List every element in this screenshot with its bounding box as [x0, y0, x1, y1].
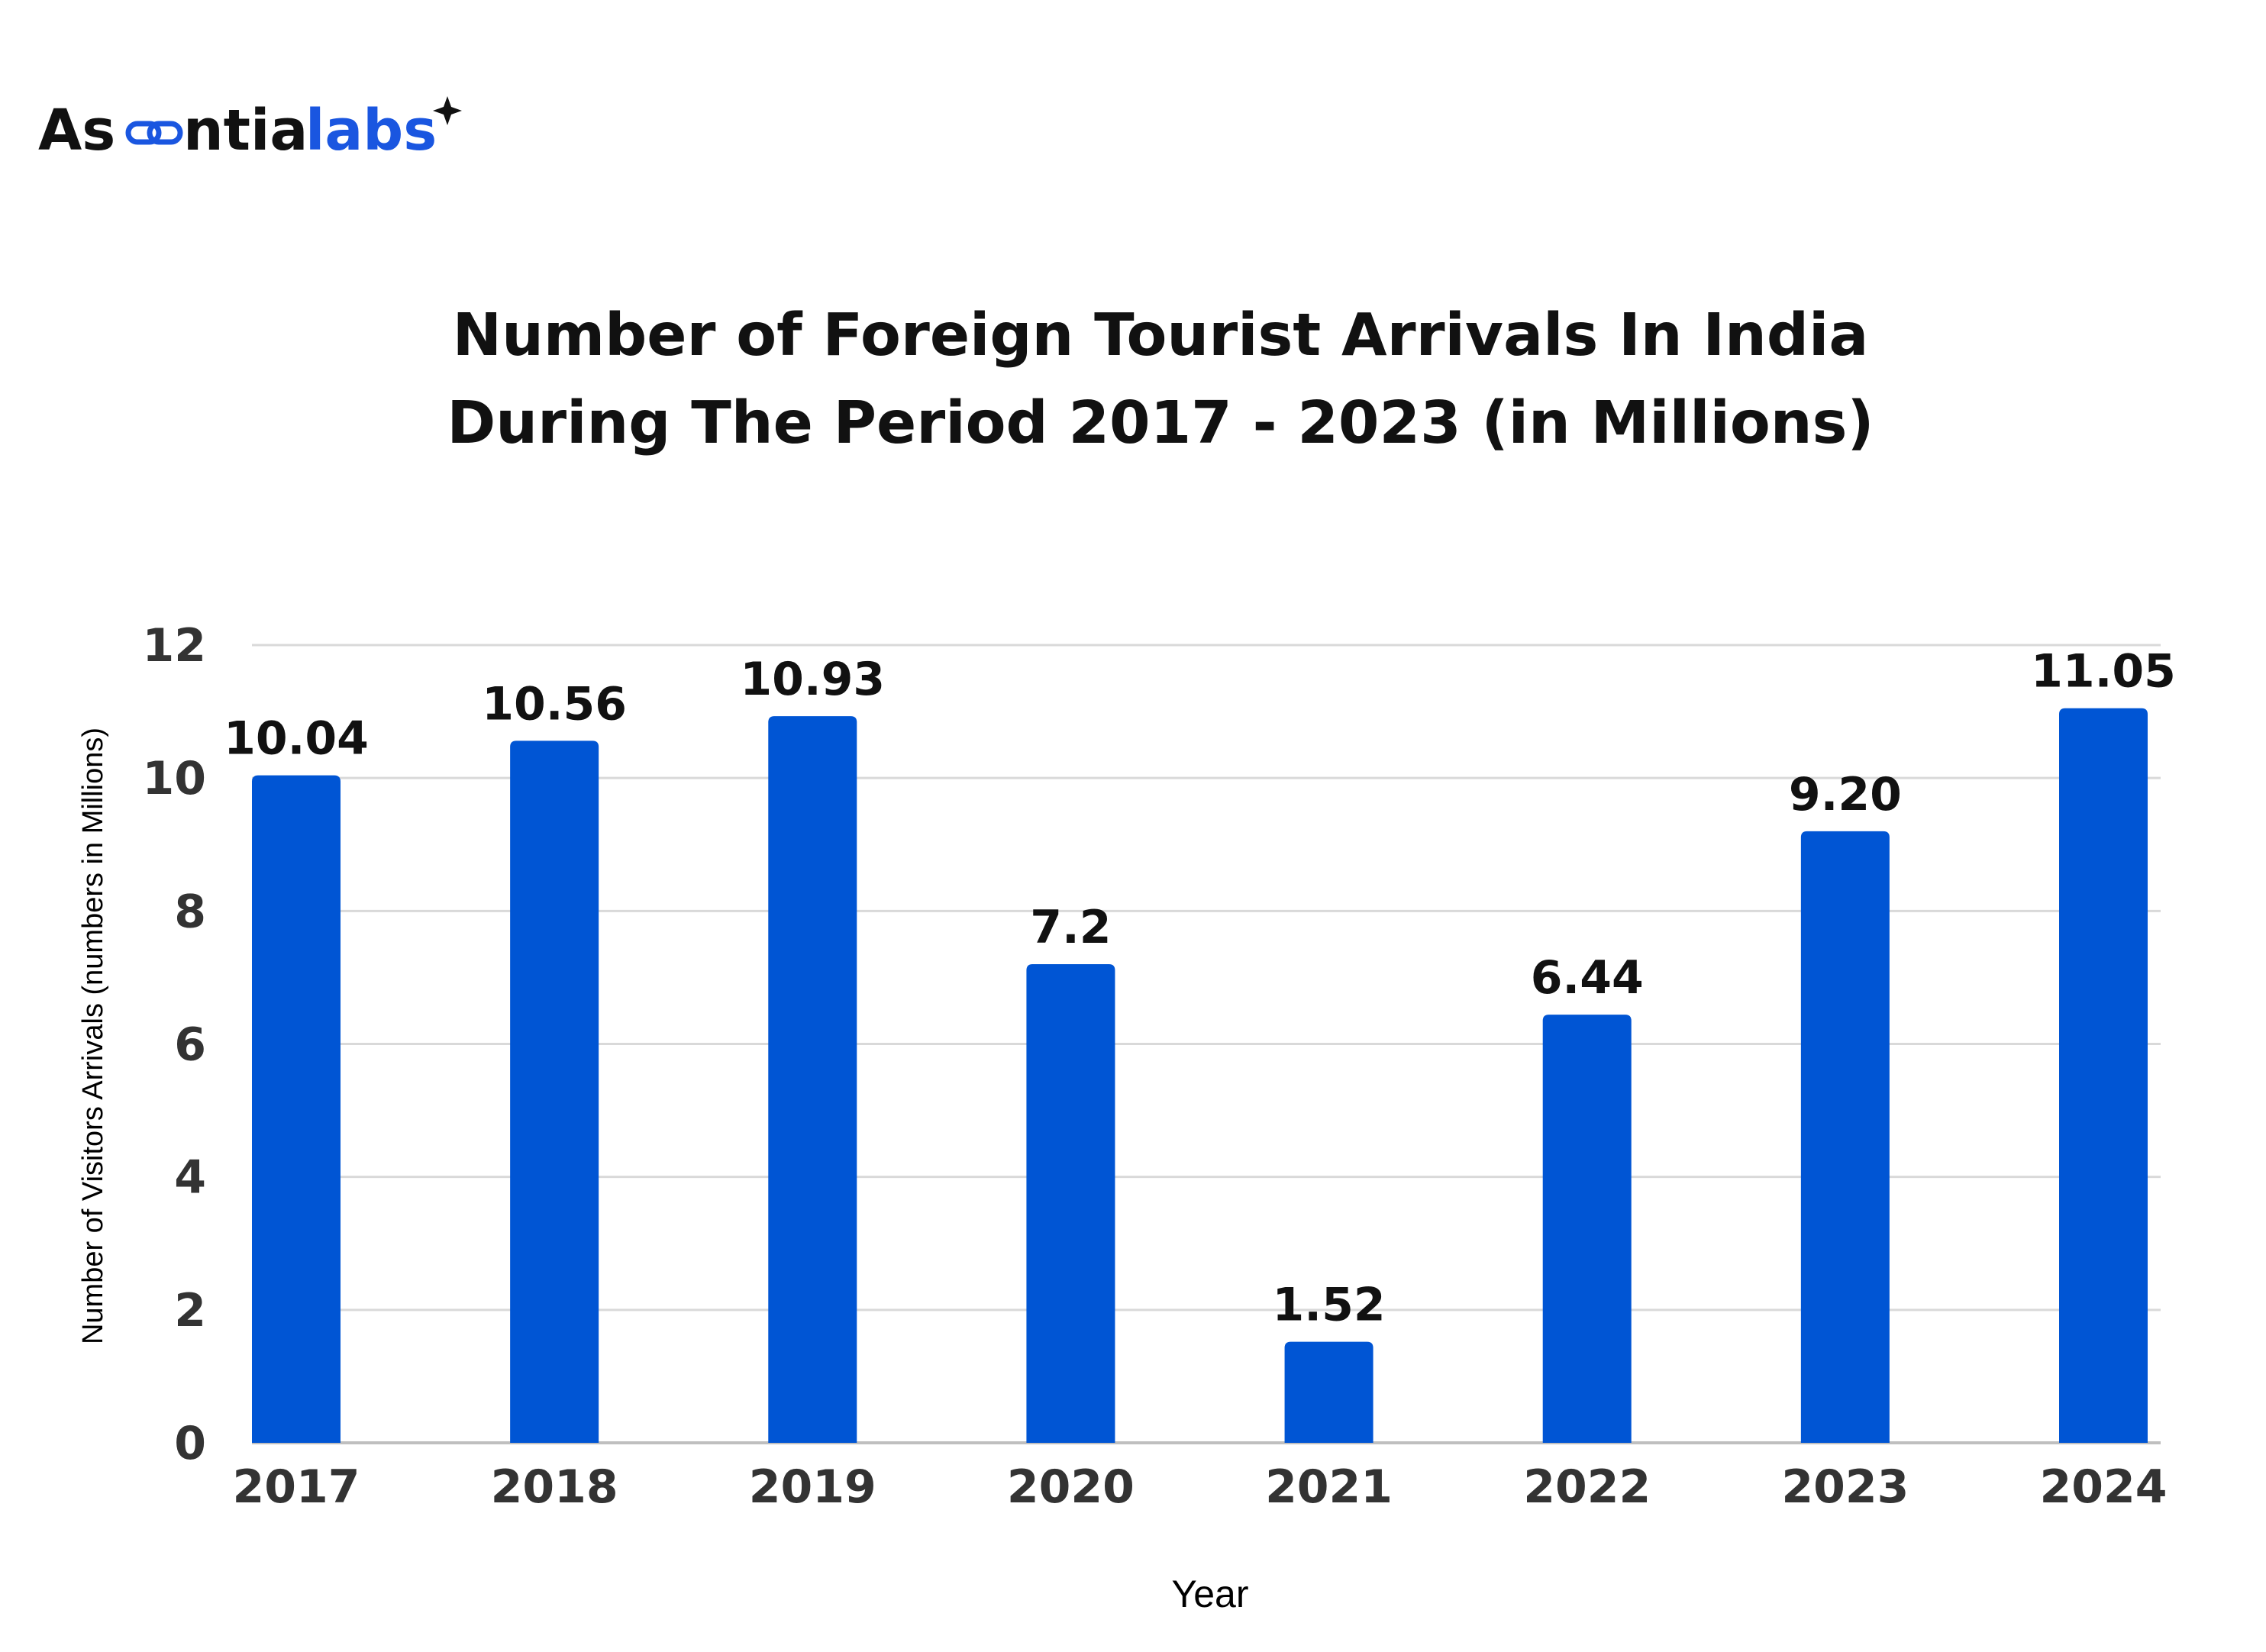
- data-label-2023: 9.20: [1789, 768, 1902, 821]
- x-tick-label-2017: 2017: [233, 1460, 360, 1514]
- bar-2018: [510, 740, 599, 1443]
- data-labels: 10.04 10.56 10.93 7.2 1.52 6.44 9.20 11.05: [224, 645, 2176, 1332]
- bars: [252, 708, 2148, 1443]
- y-tick-label: 10: [143, 752, 207, 805]
- data-label-2019: 10.93: [740, 653, 885, 706]
- data-label-2018: 10.56: [482, 677, 627, 731]
- x-tick-label-2018: 2018: [491, 1460, 618, 1514]
- chain-link-icon: [125, 121, 183, 145]
- x-axis-title: Year: [1171, 1573, 1248, 1615]
- chart-title-line-2: During The Period 2017 - 2023 (in Millio…: [447, 389, 1874, 457]
- data-label-2024: 11.05: [2031, 645, 2176, 699]
- data-label-2020: 7.2: [1030, 901, 1111, 954]
- bar-2019: [768, 716, 857, 1443]
- y-tick-label: 6: [174, 1018, 206, 1072]
- bar-2017: [252, 775, 341, 1443]
- data-label-2021: 1.52: [1273, 1279, 1386, 1332]
- chart-title: Number of Foreign Tourist Arrivals In In…: [447, 302, 1874, 457]
- data-label-2017: 10.04: [224, 712, 369, 766]
- logo-text-labs: labs: [305, 98, 437, 163]
- bar-2024: [2059, 708, 2148, 1443]
- y-tick-label: 8: [174, 885, 206, 938]
- y-tick-label: 12: [143, 619, 207, 673]
- y-axis-ticks: 0 2 4 6 8 10 12: [143, 619, 207, 1470]
- sparkle-icon: [433, 96, 462, 125]
- logo-text-as: As: [38, 98, 115, 163]
- data-label-2022: 6.44: [1531, 951, 1644, 1005]
- x-tick-label-2020: 2020: [1007, 1460, 1135, 1514]
- x-tick-label-2019: 2019: [749, 1460, 876, 1514]
- x-tick-label-2023: 2023: [1781, 1460, 1909, 1514]
- x-axis-ticks: 2017 2018 2019 2020 2021 2022 2023 2024: [233, 1460, 2168, 1514]
- chart-title-line-1: Number of Foreign Tourist Arrivals In In…: [453, 302, 1869, 369]
- x-tick-label-2022: 2022: [1523, 1460, 1651, 1514]
- bar-2021: [1284, 1341, 1373, 1443]
- x-tick-label-2021: 2021: [1265, 1460, 1393, 1514]
- bar-2022: [1542, 1015, 1632, 1443]
- x-tick-label-2024: 2024: [2040, 1460, 2168, 1514]
- logo-text-ntia: ntia: [183, 98, 308, 163]
- y-tick-label: 2: [174, 1284, 206, 1337]
- bar-2020: [1026, 964, 1115, 1443]
- ascentialabs-logo: As ntia labs: [38, 96, 462, 163]
- y-tick-label: 4: [174, 1151, 206, 1205]
- y-axis-title: Number of Visitors Arrivals (numbers in …: [77, 728, 109, 1344]
- y-tick-label: 0: [174, 1417, 206, 1470]
- bar-2023: [1800, 831, 1890, 1443]
